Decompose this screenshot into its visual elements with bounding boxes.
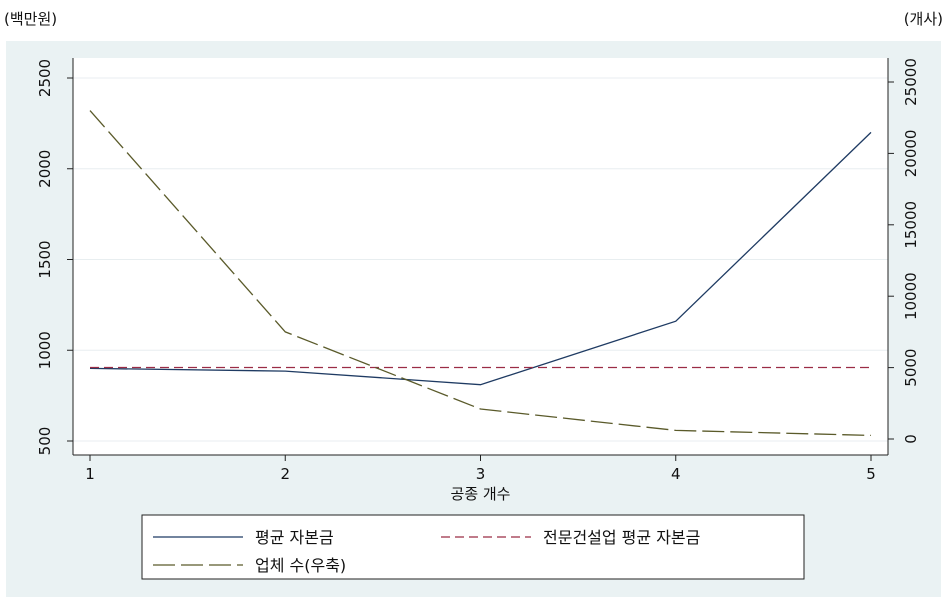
y-left-tick-label: 1500 bbox=[36, 240, 54, 278]
x-tick-label: 1 bbox=[85, 465, 95, 483]
right-axis-unit: (개사) bbox=[903, 10, 943, 28]
x-tick-label: 5 bbox=[866, 465, 876, 483]
y-right-tick-label: 5000 bbox=[902, 349, 920, 387]
y-right-tick-label: 25000 bbox=[902, 58, 920, 106]
x-tick-label: 2 bbox=[280, 465, 290, 483]
legend-label-3: 업체 수(우축) bbox=[255, 556, 346, 575]
y-right-tick-label: 0 bbox=[902, 434, 920, 444]
legend-label-1: 평균 자본금 bbox=[255, 528, 334, 547]
plot-area bbox=[73, 58, 888, 455]
left-axis-unit: (백만원) bbox=[4, 10, 58, 28]
y-right-tick-label: 15000 bbox=[902, 201, 920, 249]
y-right-tick-label: 10000 bbox=[902, 272, 920, 320]
x-tick-label: 3 bbox=[476, 465, 486, 483]
y-left-tick-label: 500 bbox=[36, 427, 54, 456]
x-tick-label: 4 bbox=[671, 465, 681, 483]
series-line-3 bbox=[89, 110, 872, 437]
y-left-tick-label: 1000 bbox=[36, 331, 54, 369]
y-left-tick-label: 2500 bbox=[36, 59, 54, 97]
legend-box bbox=[141, 514, 805, 580]
x-axis-title: 공종 개수 bbox=[451, 485, 511, 503]
legend-label-2: 전문건설업 평균 자본금 bbox=[543, 528, 700, 547]
series-line-1 bbox=[89, 131, 872, 386]
y-left-tick-label: 2000 bbox=[36, 150, 54, 188]
y-right-tick-label: 20000 bbox=[902, 130, 920, 178]
